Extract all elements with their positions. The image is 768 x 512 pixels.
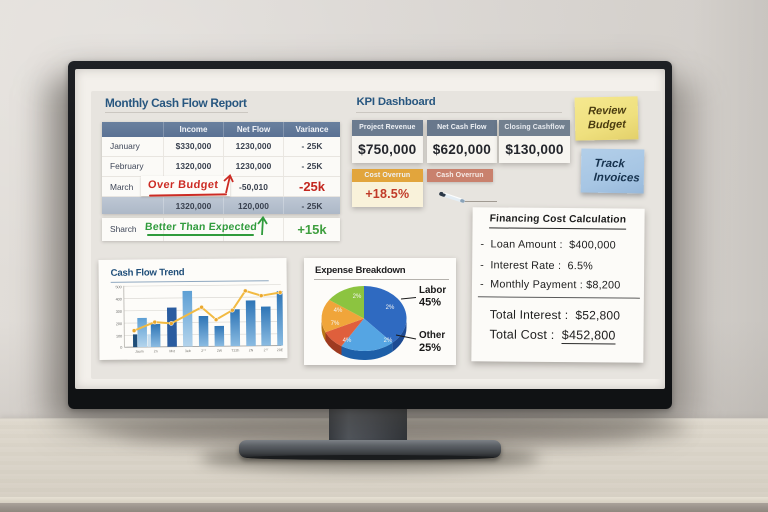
svg-text:2ᵀᵀ: 2ᵀᵀ	[201, 348, 207, 352]
svg-text:0: 0	[120, 345, 122, 349]
svg-text:2N: 2N	[249, 348, 254, 352]
svg-text:2%: 2%	[353, 294, 362, 300]
svg-text:20E: 20E	[277, 348, 284, 352]
svg-text:7%: 7%	[331, 321, 340, 327]
svg-text:T22h: T22h	[231, 348, 239, 352]
svg-text:Other: Other	[419, 330, 445, 341]
svg-text:300: 300	[116, 309, 122, 313]
svg-text:25%: 25%	[419, 342, 441, 354]
svg-text:2W: 2W	[217, 348, 223, 352]
svg-text:2ᵀᵀ: 2ᵀᵀ	[264, 348, 270, 352]
svg-text:45%: 45%	[419, 297, 441, 309]
svg-text:2%: 2%	[386, 305, 395, 311]
svg-text:100: 100	[116, 334, 122, 338]
svg-text:2n: 2n	[154, 349, 158, 353]
svg-text:200: 200	[116, 322, 122, 326]
svg-text:Jaum: Jaum	[135, 349, 144, 353]
svg-text:4%: 4%	[334, 308, 343, 314]
svg-text:4%: 4%	[343, 338, 352, 344]
svg-text:400: 400	[116, 297, 122, 301]
svg-text:Mvt: Mvt	[169, 349, 175, 353]
svg-text:Labor: Labor	[419, 285, 446, 296]
svg-text:500: 500	[115, 285, 121, 289]
svg-text:3eb: 3eb	[185, 349, 191, 353]
svg-text:2%: 2%	[384, 338, 393, 344]
